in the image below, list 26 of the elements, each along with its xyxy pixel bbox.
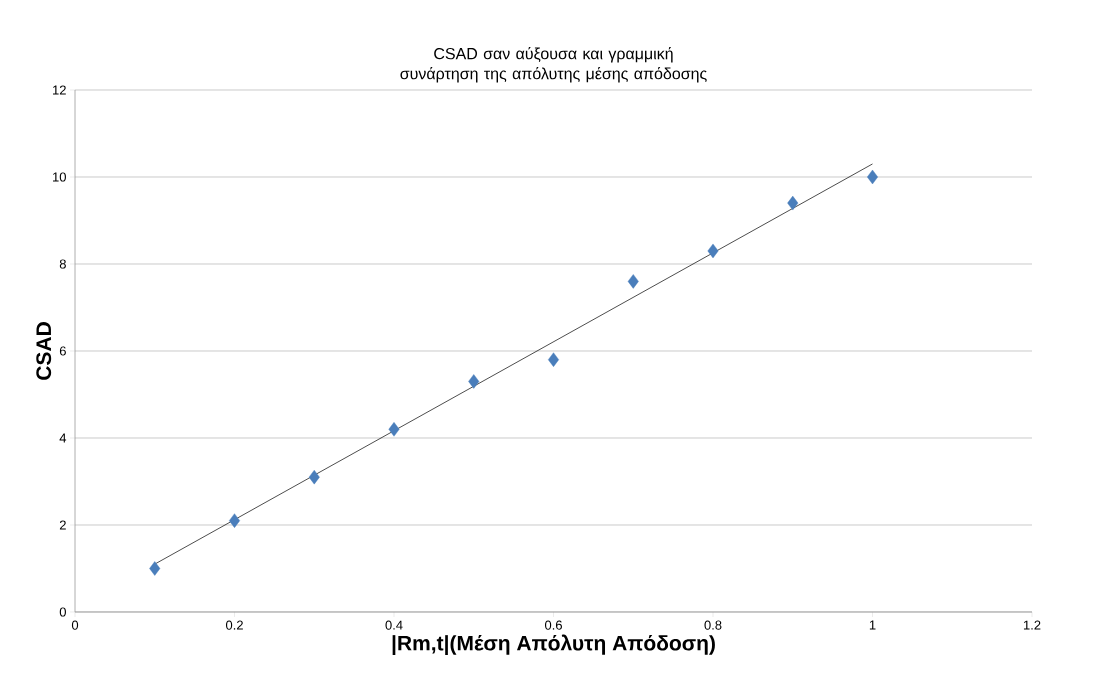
x-tick-label: 0.4: [385, 620, 403, 630]
x-tick-label: 0.6: [544, 620, 562, 630]
y-tick-label: 10: [53, 172, 66, 182]
x-tick-label: 1.2: [1023, 620, 1041, 630]
y-tick-label: 8: [59, 259, 66, 269]
point: [707, 243, 719, 259]
point: [548, 352, 559, 367]
x-axis-title: |Rm,t|(Μέση Απόλυτη Απόδοση): [392, 634, 715, 656]
y-tick-label: 6: [59, 346, 66, 356]
x-tick-label: 0.8: [704, 620, 722, 630]
point: [388, 422, 400, 437]
point: [229, 513, 240, 528]
x-tick-label: 1: [869, 620, 876, 630]
point: [468, 374, 480, 389]
y-tick-label: 4: [59, 433, 67, 443]
point: [149, 561, 161, 576]
point: [787, 195, 799, 211]
y-axis-title: CSAD: [36, 322, 52, 380]
y-tick-label: 12: [53, 85, 66, 95]
x-tick-label: 0: [71, 620, 79, 630]
point: [627, 274, 639, 289]
chart-title: CSAD σαν αύξουσα και γραμμική συνάρτηση της απόλυτης μέσης απόδοσης: [400, 47, 707, 83]
point: [308, 469, 320, 485]
y-tick-label: 2: [59, 520, 66, 530]
x-tick-label: 0.2: [225, 620, 243, 630]
y-tick-label: 0: [59, 607, 66, 617]
